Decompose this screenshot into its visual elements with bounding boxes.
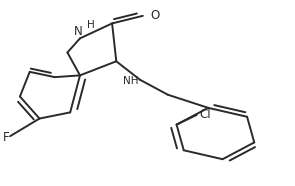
Text: N: N — [74, 25, 83, 38]
Text: F: F — [3, 131, 9, 144]
Text: H: H — [87, 20, 95, 30]
Text: O: O — [151, 9, 160, 22]
Text: NH: NH — [123, 76, 139, 86]
Text: Cl: Cl — [199, 108, 211, 121]
